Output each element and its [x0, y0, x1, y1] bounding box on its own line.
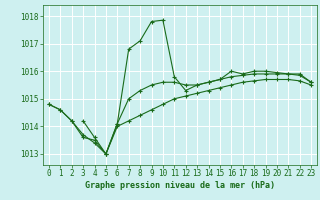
X-axis label: Graphe pression niveau de la mer (hPa): Graphe pression niveau de la mer (hPa)	[85, 181, 275, 190]
